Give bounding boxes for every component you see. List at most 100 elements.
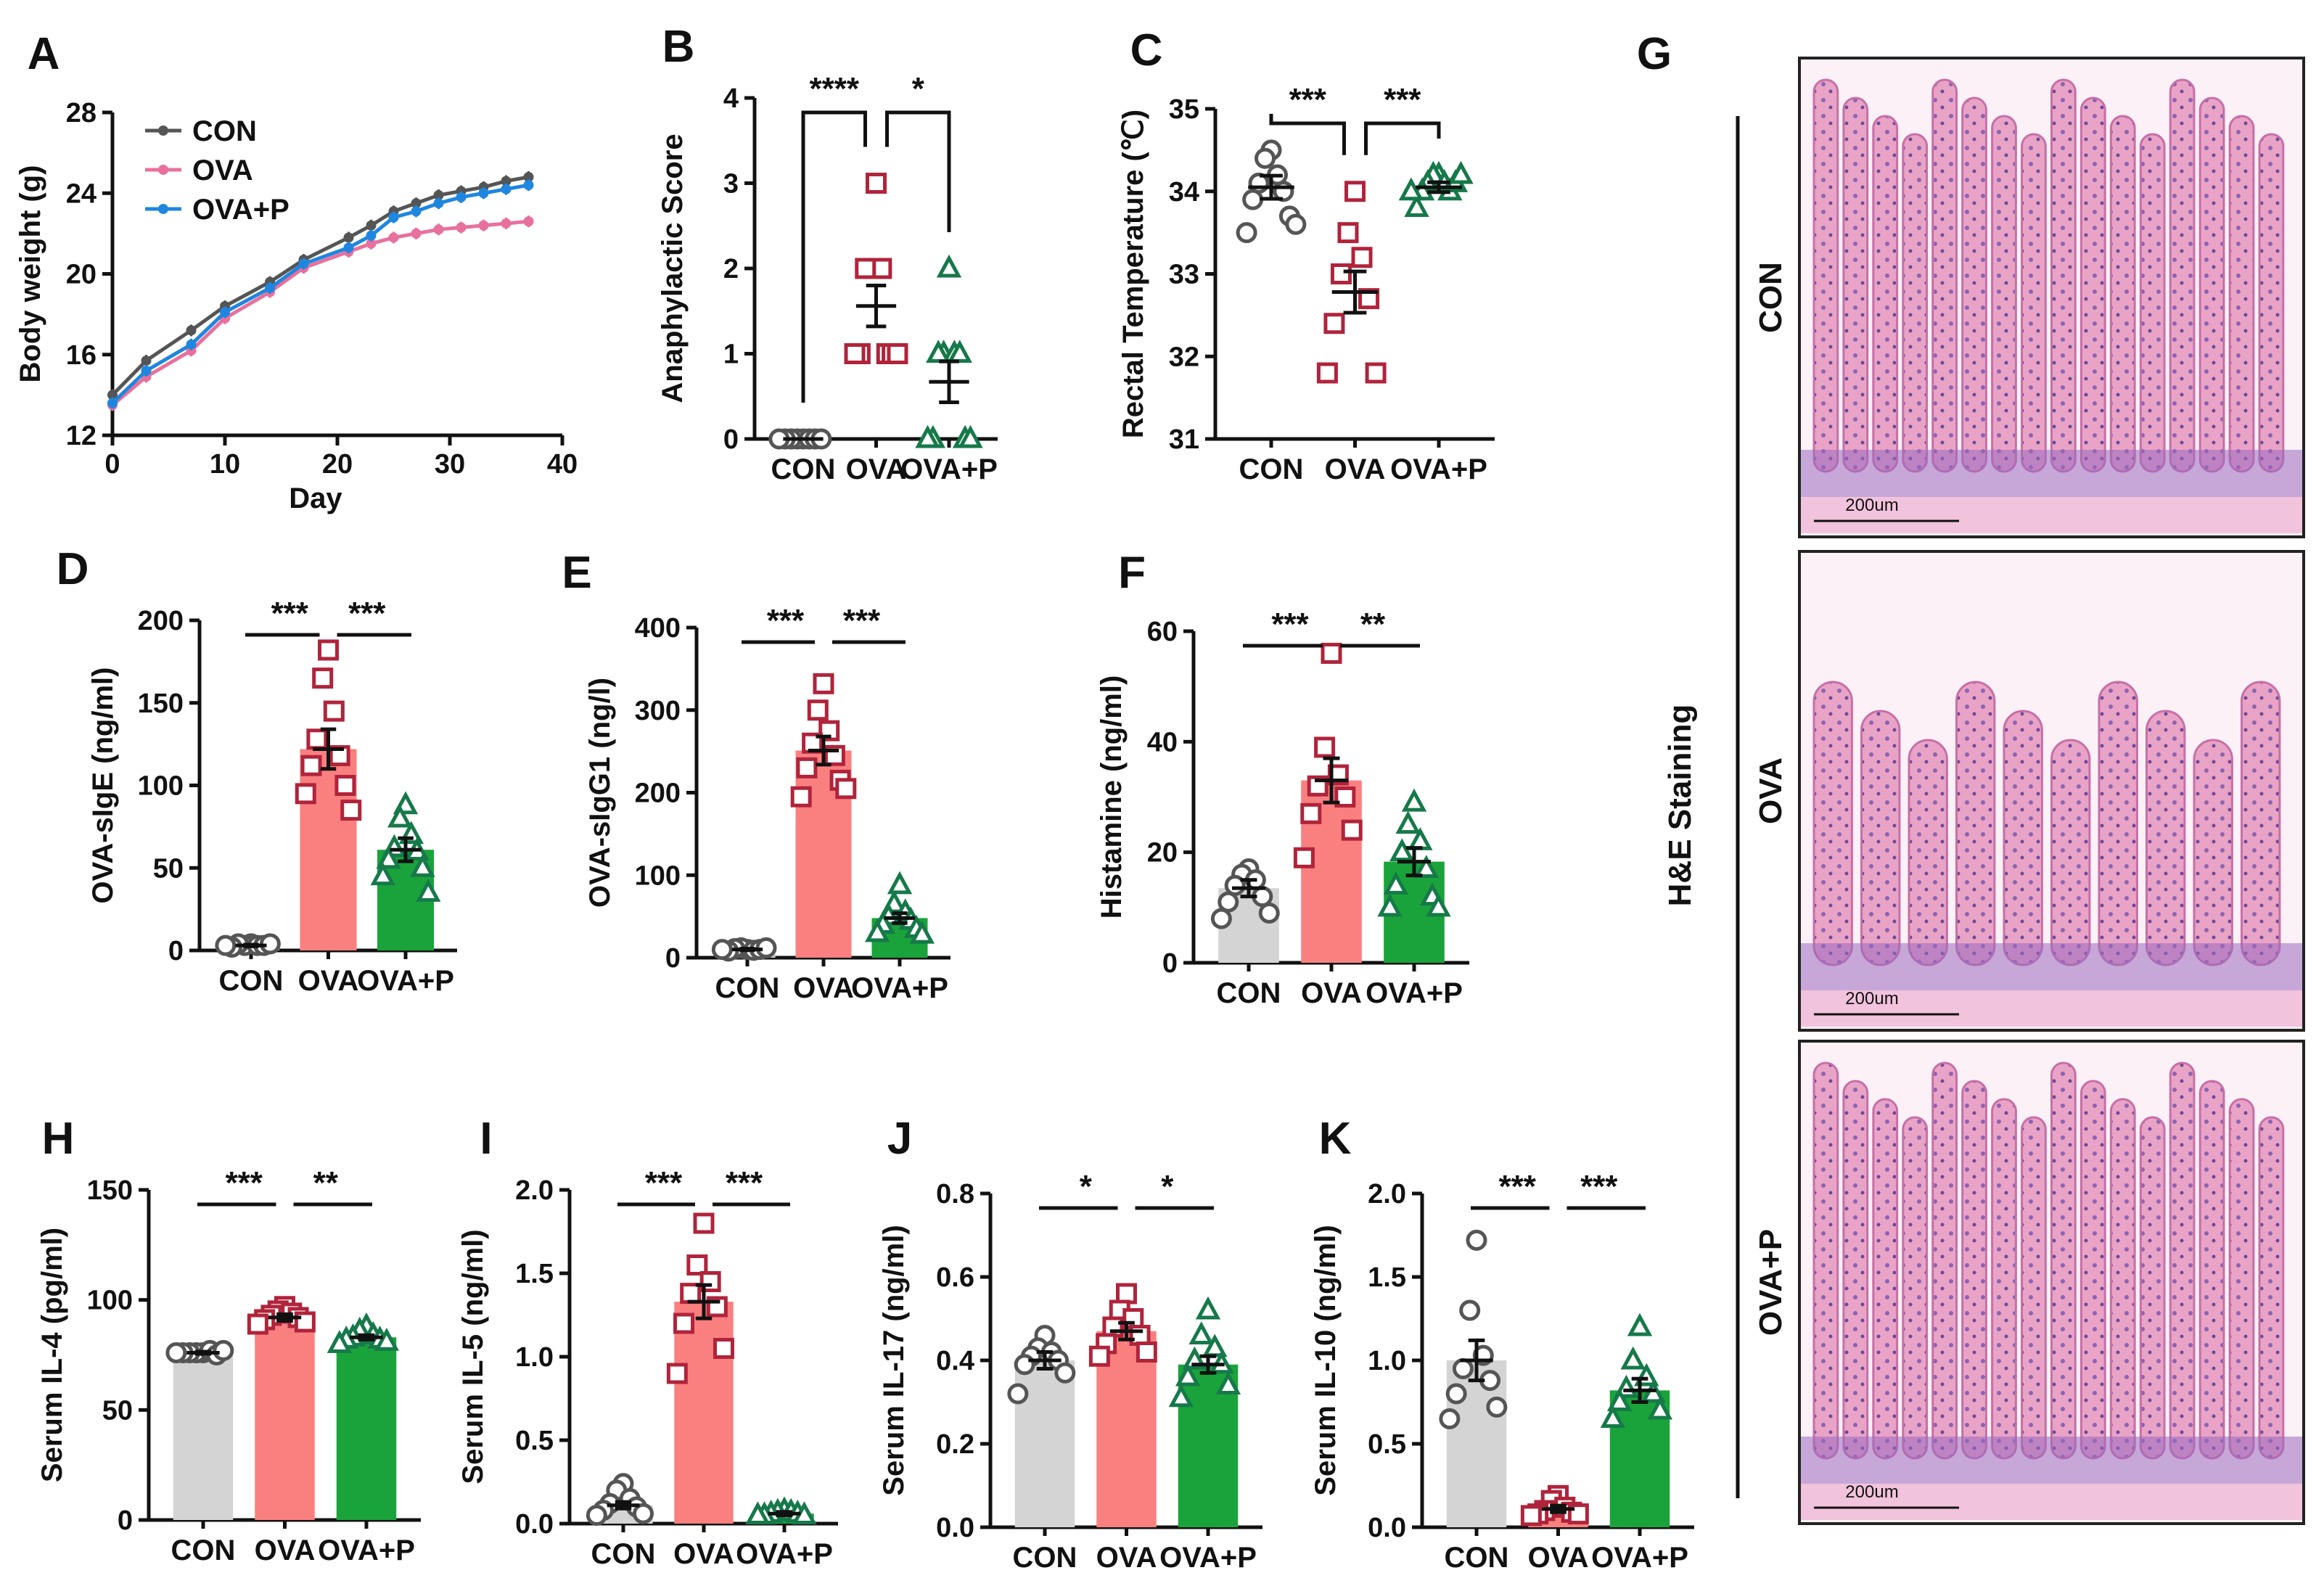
significance-label: *** <box>645 1165 683 1201</box>
significance-label: **** <box>810 71 860 107</box>
data-point <box>632 1503 654 1524</box>
data-point <box>501 218 512 229</box>
villus <box>1902 1116 1929 1460</box>
villus <box>2228 115 2255 473</box>
data-point <box>1236 222 1257 244</box>
data-point <box>1088 1345 1110 1367</box>
villus <box>2109 1098 2136 1460</box>
data-point <box>433 224 444 235</box>
data-point <box>366 220 377 231</box>
x-tick-label: OVA <box>255 1535 316 1566</box>
data-point <box>1641 1379 1666 1403</box>
villus <box>1931 1061 1958 1460</box>
y-tick-label: 100 <box>138 771 184 802</box>
crypt-band <box>1801 1437 2302 1487</box>
villus <box>1991 115 2017 473</box>
data-point <box>186 325 197 336</box>
row-label: CON <box>1753 262 1789 333</box>
villus <box>2050 78 2077 473</box>
legend-label: OVA <box>192 155 253 186</box>
y-tick-label: 16 <box>66 340 97 371</box>
y-tick-label: 0.8 <box>936 1179 974 1209</box>
y-tick-label: 300 <box>635 696 681 726</box>
series-line-ovapp <box>111 183 529 405</box>
y-tick-label: 0 <box>723 424 739 455</box>
villus <box>1860 710 1901 966</box>
y-tick-label: 2 <box>723 254 739 284</box>
significance-label: *** <box>1384 82 1421 118</box>
y-tick-label: 0 <box>168 936 184 966</box>
significance-label: *** <box>226 1165 263 1201</box>
villus <box>1812 1061 1839 1460</box>
data-point <box>323 700 345 722</box>
data-point <box>411 228 422 239</box>
villus <box>2109 115 2136 473</box>
significance-label: *** <box>843 603 881 638</box>
villus <box>2079 96 2106 473</box>
y-tick-label: 2.0 <box>515 1175 554 1206</box>
villus <box>1991 1098 2017 1460</box>
y-tick-label: 200 <box>138 606 184 636</box>
data-point <box>1316 362 1338 384</box>
significance-label: *** <box>348 596 386 631</box>
bar-ova <box>255 1317 315 1520</box>
series-line-ova <box>111 219 529 407</box>
data-point <box>866 173 887 194</box>
he-image-con: 200um <box>1798 57 2305 538</box>
data-point <box>1383 871 1409 895</box>
data-point <box>376 845 401 869</box>
y-axis-label: Serum IL-5 (ng/ml) <box>457 1229 489 1484</box>
villus <box>1842 96 1869 473</box>
x-tick-label: OVA+P <box>357 965 454 997</box>
villus <box>2198 1080 2225 1460</box>
y-tick-label: 31 <box>1169 424 1199 455</box>
x-tick-label: CON <box>219 965 284 997</box>
y-tick-label: 60 <box>1147 617 1178 647</box>
villus <box>1955 681 1996 966</box>
data-point <box>220 307 230 318</box>
x-tick-label: CON <box>591 1538 656 1570</box>
data-point <box>586 1505 607 1526</box>
villus <box>1961 1080 1987 1460</box>
data-point <box>693 1212 715 1234</box>
significance-label: * <box>912 71 925 107</box>
y-axis-label: Serum IL-17 (ng/ml) <box>878 1225 910 1495</box>
legend-label: OVA+P <box>192 194 290 226</box>
data-point <box>1389 838 1415 862</box>
panel-letter: G <box>1637 29 1672 79</box>
panel-A: A 12 16 20 24 28 0 10 20 30 40 Day Body weight (g) CO… <box>15 29 578 514</box>
significance-label: *** <box>1580 1169 1618 1204</box>
data-point <box>807 699 829 721</box>
x-tick-label: OVA <box>846 453 907 485</box>
villus <box>1931 78 1958 473</box>
data-point <box>1102 1316 1124 1338</box>
row-label: OVA <box>1753 757 1789 824</box>
data-point <box>796 757 818 778</box>
data-point <box>745 1501 771 1524</box>
villus <box>2169 1061 2196 1460</box>
data-point <box>215 934 237 956</box>
data-point <box>456 222 467 233</box>
legend-label: CON <box>192 115 257 147</box>
data-point <box>366 230 377 241</box>
data-point <box>247 1313 268 1335</box>
data-point <box>1168 1384 1194 1408</box>
data-point <box>1116 1283 1137 1305</box>
data-point <box>1341 819 1363 841</box>
data-point <box>1466 1229 1487 1251</box>
data-point <box>1627 1312 1653 1336</box>
data-point <box>501 184 512 194</box>
row-label: OVA+P <box>1753 1229 1789 1336</box>
data-point <box>141 366 152 376</box>
y-axis-label: Body weight (g) <box>15 165 46 383</box>
data-point <box>411 206 422 217</box>
data-point <box>1620 1346 1646 1370</box>
significance-bracket <box>885 110 951 232</box>
panel-letter: D <box>57 544 89 594</box>
data-point <box>410 854 435 877</box>
data-point <box>1448 160 1474 184</box>
x-tick-label: OVA <box>1096 1542 1157 1574</box>
x-tick-label: CON <box>715 972 780 1004</box>
